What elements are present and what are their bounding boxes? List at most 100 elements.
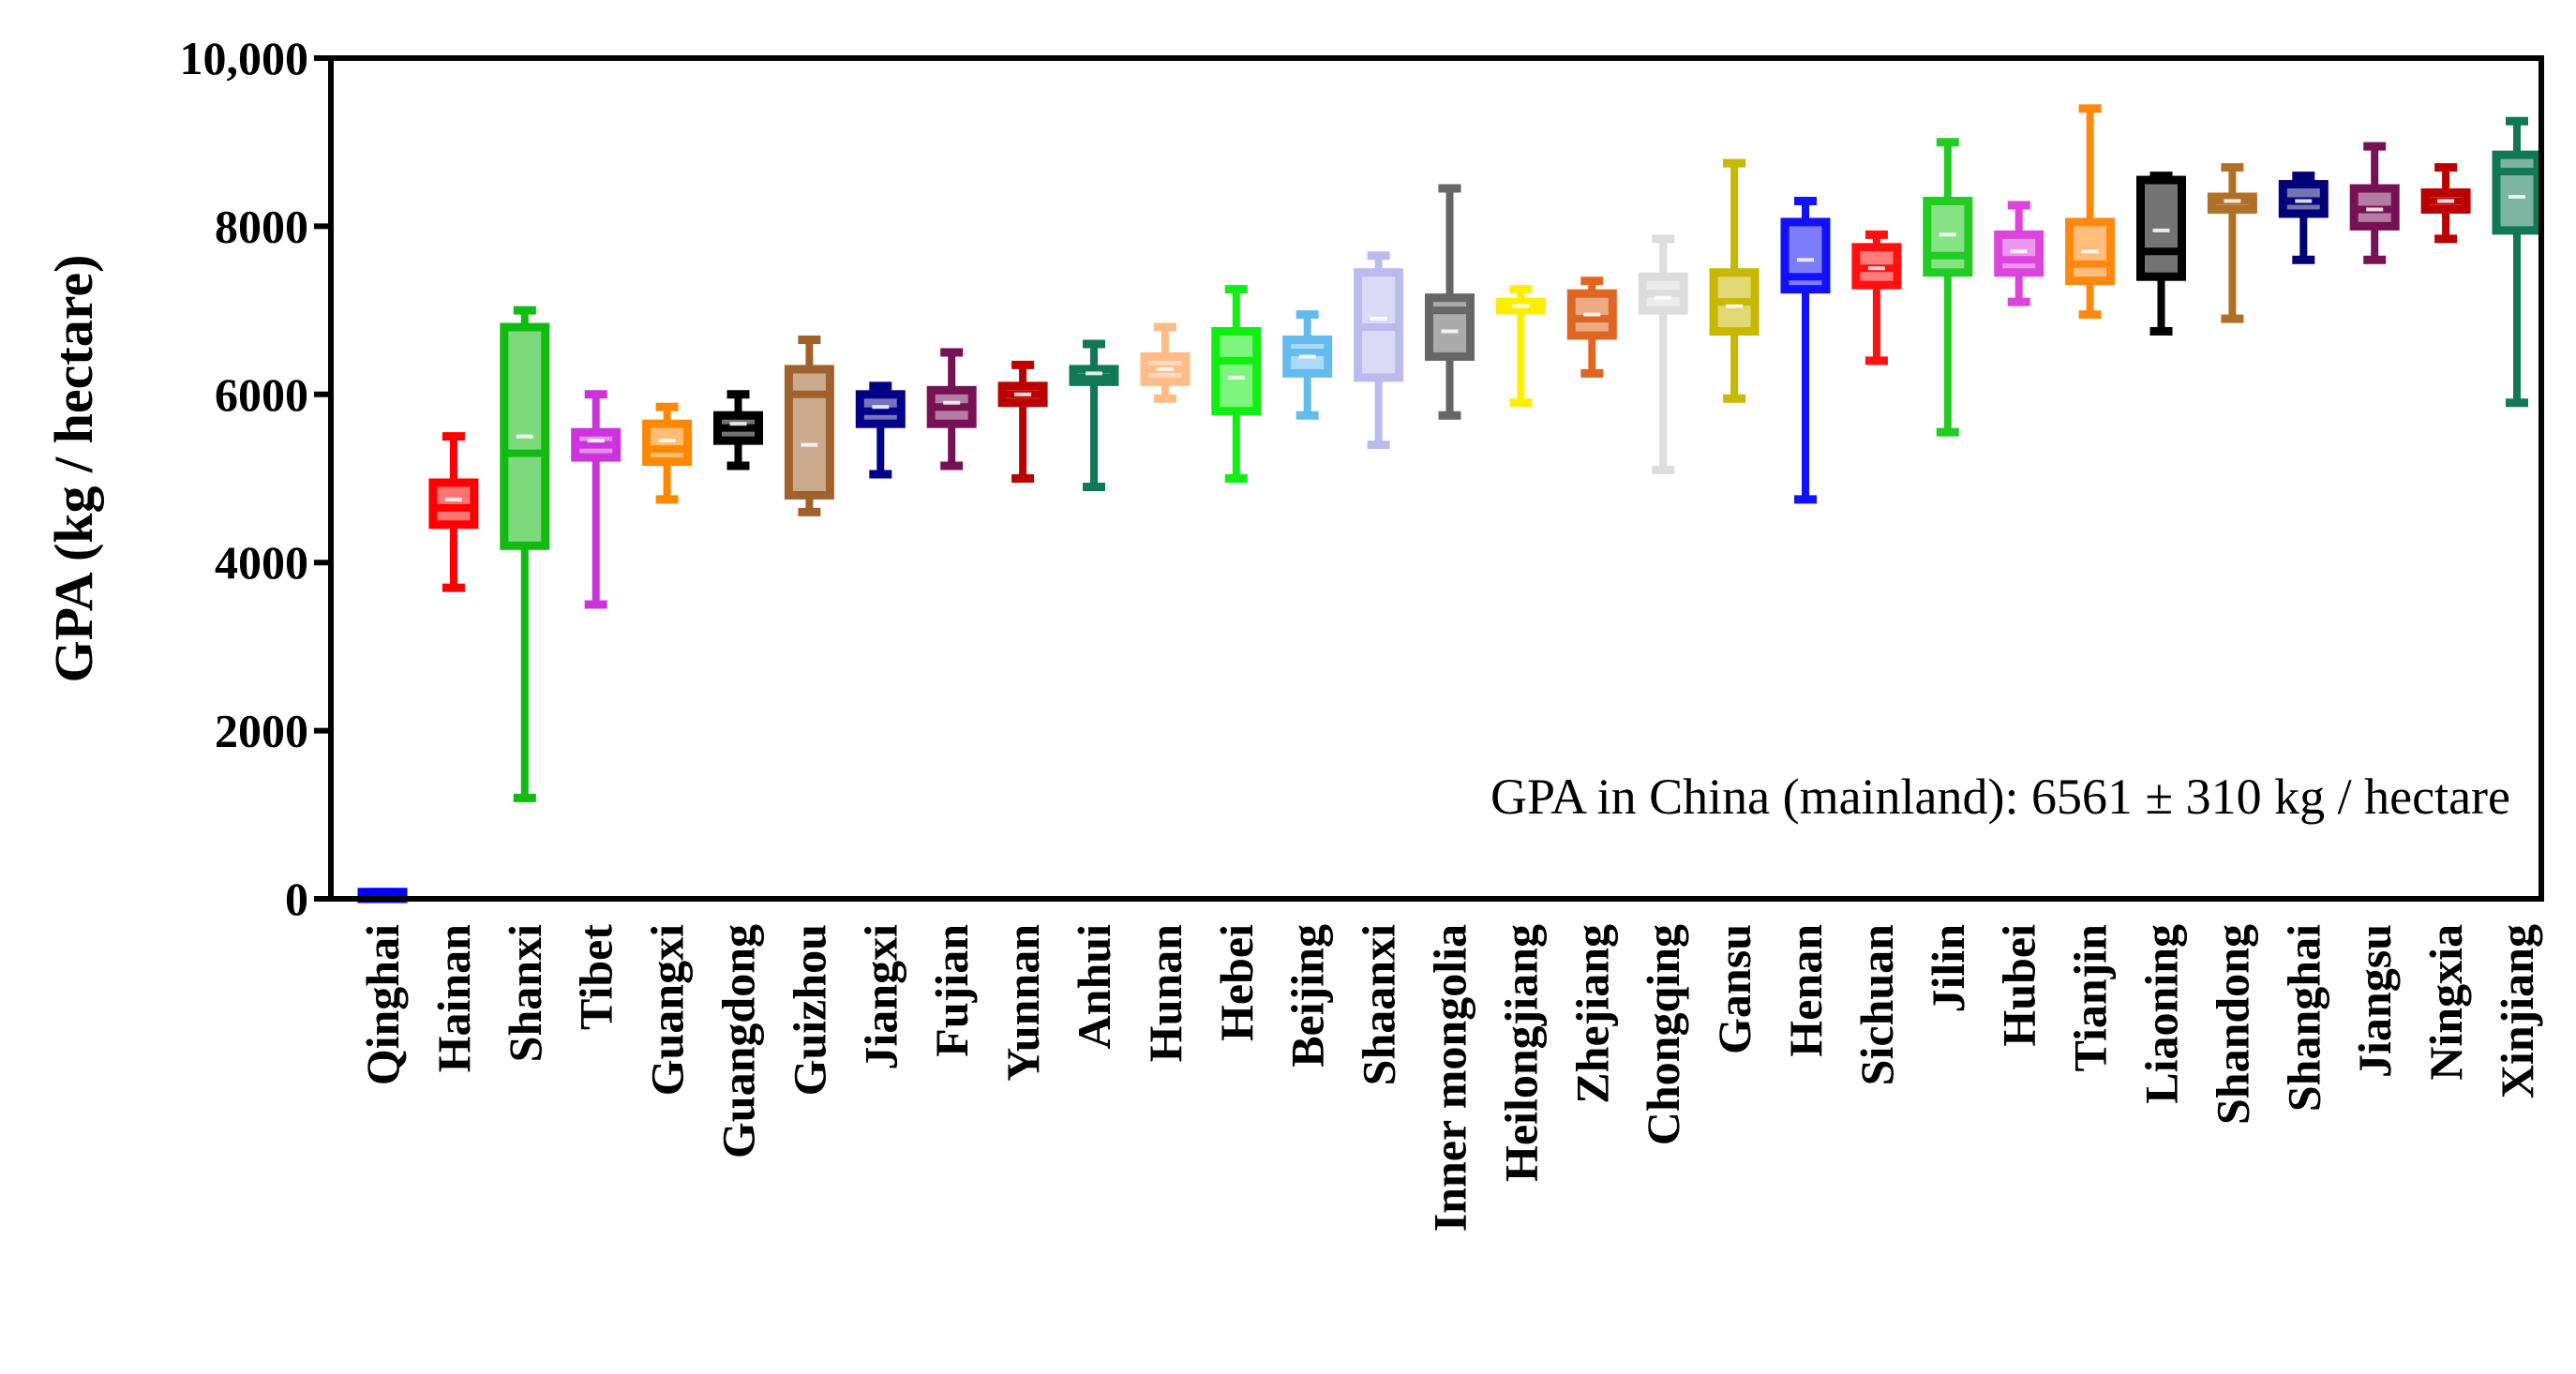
box-guangdong [713, 390, 763, 470]
box-jiangsu [2349, 142, 2400, 264]
iqr-box [1923, 196, 1973, 277]
box-chongqing [1638, 234, 1688, 475]
box-tibet [571, 390, 622, 609]
category-label: Gansu [1708, 924, 1760, 1054]
category-label: Tianjin [2064, 924, 2117, 1072]
y-tick-label: 0 [285, 873, 308, 925]
category-label: Liaoning [2135, 924, 2188, 1104]
category-label: Shandong [2206, 924, 2258, 1125]
box-inner-mongolia [1425, 184, 1475, 420]
plot-frame [328, 55, 2544, 902]
mean-marker [2224, 199, 2241, 203]
category-label: Hunan [1139, 924, 1191, 1063]
category-label: Hubei [1993, 924, 2045, 1047]
category-label: Zhejiang [1565, 924, 1618, 1104]
summary-annotation: GPA in China (mainland): 6561 ± 310 kg /… [1490, 769, 2510, 825]
box-hunan [1140, 322, 1191, 403]
box-hainan [428, 432, 479, 592]
mean-marker [1797, 258, 1814, 262]
category-label: Hainan [427, 924, 480, 1073]
category-label: Jiangxi [854, 924, 906, 1070]
iqr-box [2065, 217, 2116, 286]
box-anhui [1069, 339, 1119, 491]
mean-marker [444, 497, 462, 501]
category-label: Qinghai [356, 924, 409, 1085]
category-label: Jiangsu [2348, 924, 2401, 1078]
iqr-box [642, 419, 693, 467]
iqr-box [2136, 175, 2186, 281]
iqr-box [2492, 150, 2542, 235]
mean-marker [872, 405, 890, 410]
box-liaoning [2136, 172, 2186, 336]
category-label: Shaanxi [1353, 924, 1405, 1085]
y-tick-label: 2000 [215, 705, 308, 757]
mean-marker [2081, 249, 2099, 254]
iqr-box [1425, 293, 1475, 361]
iqr-box [1211, 327, 1262, 416]
mean-marker [801, 442, 818, 447]
category-label: Shanghai [2277, 924, 2329, 1112]
iqr-box [1566, 289, 1617, 340]
mean-marker [2366, 207, 2384, 212]
mean-marker [1227, 375, 1245, 380]
iqr-box [1994, 230, 2044, 277]
mean-marker [2010, 249, 2028, 254]
category-label: Sichuan [1850, 924, 1903, 1086]
box-ningxia [2420, 163, 2471, 244]
mean-marker [1370, 317, 1387, 321]
iqr-box [784, 365, 834, 500]
mean-marker [516, 434, 533, 439]
box-henan [1780, 196, 1831, 504]
category-label: Xinjiang [2491, 924, 2543, 1098]
mean-marker [2437, 199, 2455, 203]
y-axis-title: GPA (kg / hectare) [43, 255, 104, 683]
box-fujian [926, 348, 977, 470]
mean-marker [1014, 392, 1032, 396]
mean-marker [1086, 371, 1102, 376]
mean-marker [2152, 228, 2170, 232]
box-tianjin [2065, 104, 2116, 320]
y-tick-label: 4000 [215, 536, 308, 589]
y-tick-label: 10,000 [180, 32, 309, 84]
box-hubei [1994, 201, 2044, 306]
mean-marker [1867, 266, 1885, 271]
mean-marker [729, 422, 747, 426]
box-guangxi [642, 402, 693, 504]
category-label: Shanxi [499, 924, 551, 1062]
mean-marker [943, 400, 961, 405]
mean-marker [1655, 295, 1672, 300]
y-tick-label: 6000 [215, 368, 308, 421]
box-gansu [1709, 158, 1760, 403]
category-label: Fujian [925, 924, 978, 1057]
box-hebei [1211, 285, 1262, 483]
box-zhejiang [1566, 276, 1617, 378]
category-label: Beijing [1281, 924, 1334, 1068]
y-tick-label: 8000 [215, 200, 308, 252]
mean-marker [1298, 354, 1316, 359]
box-shandong [2207, 163, 2257, 323]
box-shanghai [2278, 172, 2329, 264]
category-label: Tibet [570, 924, 622, 1030]
box-sichuan [1851, 230, 1902, 366]
box-heilongjiang [1495, 285, 1546, 408]
category-label: Yunnan [996, 924, 1049, 1082]
category-label: Inner mongolia [1424, 924, 1476, 1232]
category-label: Heilongjiang [1494, 924, 1547, 1182]
category-label: Anhui [1068, 924, 1120, 1050]
box-shaanxi [1354, 251, 1404, 450]
mean-marker [1512, 304, 1530, 308]
mean-marker [1939, 232, 1956, 237]
box-beijing [1282, 310, 1333, 420]
mean-marker [1583, 312, 1601, 317]
box-xinjiang [2492, 116, 2542, 408]
category-label: Hebei [1210, 924, 1263, 1041]
mean-marker [2295, 199, 2313, 203]
category-label: Guizhou [783, 924, 835, 1096]
mean-marker [1441, 329, 1459, 334]
mean-marker [587, 439, 605, 443]
box-jilin [1923, 138, 1973, 437]
mean-marker [1726, 304, 1744, 308]
iqr-box [428, 478, 479, 530]
mean-marker [1156, 366, 1174, 371]
